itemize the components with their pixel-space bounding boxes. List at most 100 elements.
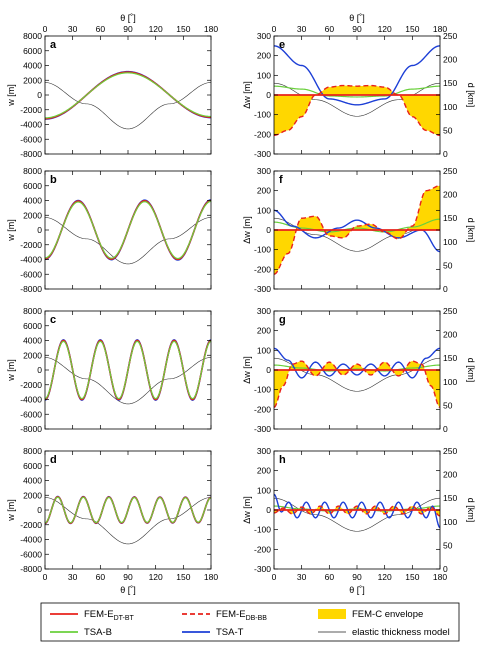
legend-label: FEM-EDT-BT (84, 609, 135, 622)
y-tick-label: -100 (254, 525, 271, 535)
y2-axis-label: d [km] (466, 83, 476, 108)
plot-area-g (274, 347, 440, 408)
legend-item-fem_e_dtbt: FEM-EDT-BT (50, 609, 135, 622)
panel-label-f: f (279, 174, 283, 186)
series-fem-e-dtbt (45, 71, 211, 120)
frame-a (44, 35, 212, 155)
series-tsa-b (45, 340, 211, 400)
plot-area-d (45, 495, 211, 545)
series-fem-e-dbbb (274, 84, 440, 137)
legend: FEM-EDT-BT FEM-EDB-BB FEM-C envelope TSA-B T… (40, 602, 460, 642)
y-tick-label: 200 (257, 466, 271, 476)
y2-tick-label: 50 (443, 400, 453, 410)
y-tick-label: 8000 (23, 166, 42, 176)
y-tick-label: 100 (257, 345, 271, 355)
legend-item-elastic: elastic thickness model (318, 627, 450, 638)
panel-label-e: e (279, 39, 285, 51)
y-tick-label: 0 (37, 365, 42, 375)
series-tsa-b (45, 496, 211, 524)
y2-tick-label: 250 (443, 446, 457, 456)
series-fem-e-dbbb (45, 71, 211, 120)
y-tick-label: -200 (254, 264, 271, 274)
y-tick-label: 4000 (23, 476, 42, 486)
y-tick-label: -200 (254, 129, 271, 139)
y-tick-label: 200 (257, 51, 271, 61)
y-axis-label: w [m] (6, 499, 16, 522)
fem-c-envelope (274, 361, 440, 408)
series-tsa-t (274, 493, 440, 529)
y-tick-label: 0 (37, 90, 42, 100)
y-tick-label: -2000 (20, 105, 42, 115)
x-tick-label-bottom: 120 (149, 572, 163, 582)
y-tick-label: 100 (257, 70, 271, 80)
y-tick-label: 0 (266, 505, 271, 515)
y2-tick-label: 100 (443, 237, 457, 247)
y-tick-label: -6000 (20, 269, 42, 279)
y2-tick-label: 100 (443, 377, 457, 387)
y2-tick-label: 150 (443, 353, 457, 363)
y-axis-label: Δw [m] (242, 81, 252, 109)
panel-label-h: h (279, 454, 286, 466)
y-tick-label: -200 (254, 404, 271, 414)
y-tick-label: -2000 (20, 240, 42, 250)
y2-tick-label: 0 (443, 424, 448, 434)
fem-c-envelope (274, 85, 440, 136)
y2-tick-label: 0 (443, 564, 448, 574)
y-tick-label: 200 (257, 326, 271, 336)
y-tick-label: 4000 (23, 196, 42, 206)
x-tick-label-top: 90 (123, 24, 133, 34)
y2-tick-label: 100 (443, 102, 457, 112)
x-tick-label-bottom: 60 (96, 572, 106, 582)
y-tick-label: 100 (257, 485, 271, 495)
y2-tick-label: 250 (443, 166, 457, 176)
y-tick-label: -8000 (20, 424, 42, 434)
panel-label-d: d (50, 454, 57, 466)
y2-tick-label: 200 (443, 330, 457, 340)
panel-d: d -8000 -6000 -4000 -2000 0 2000 4000 6000 8000 w … (6, 446, 218, 595)
x-tick-label-top: 90 (352, 24, 362, 34)
y-axis-label: Δw [m] (242, 216, 252, 244)
y-tick-label: 300 (257, 446, 271, 456)
y-tick-label: -6000 (20, 549, 42, 559)
legend-label: FEM-C envelope (352, 609, 423, 620)
y-axis-label: w [m] (6, 359, 16, 382)
elastic-thickness-line (45, 497, 211, 545)
y-tick-label: -8000 (20, 284, 42, 294)
series-tsa-t (274, 209, 440, 253)
y-tick-label: -200 (254, 544, 271, 554)
x-tick-label-bottom: 60 (325, 572, 335, 582)
x-tick-label-top: 120 (378, 24, 392, 34)
x-axis-label-bottom: θ [˚] (120, 585, 136, 595)
x-tick-label-top: 150 (405, 24, 419, 34)
elastic-thickness-line (45, 217, 211, 265)
series-tsa-t (45, 70, 211, 120)
x-axis-label-top: θ [˚] (120, 13, 136, 23)
panel-label-b: b (50, 174, 57, 186)
y-axis-label: Δw [m] (242, 496, 252, 524)
legend-item-fem_e_dbbb: FEM-EDB-BB (182, 609, 267, 622)
y2-axis-label: d [km] (466, 358, 476, 383)
series-tsa-b (274, 364, 440, 372)
panel-e: e-300-200-1000100200300050100150200250d … (242, 13, 476, 159)
y-tick-label: -4000 (20, 120, 42, 130)
y-tick-label: 0 (37, 505, 42, 515)
panel-h: h-300-200-1000100200300050100150200250d … (242, 446, 476, 595)
y2-tick-label: 50 (443, 260, 453, 270)
y2-tick-label: 150 (443, 493, 457, 503)
y-tick-label: -4000 (20, 535, 42, 545)
legend-box (40, 602, 460, 642)
y-tick-label: -300 (254, 284, 271, 294)
y-tick-label: -6000 (20, 409, 42, 419)
y2-tick-label: 200 (443, 190, 457, 200)
y-tick-label: -100 (254, 245, 271, 255)
y-axis-label: w [m] (6, 219, 16, 242)
y-tick-label: 6000 (23, 181, 42, 191)
y-tick-label: 4000 (23, 61, 42, 71)
x-tick-label-bottom: 180 (433, 572, 447, 582)
x-tick-label-top: 150 (176, 24, 190, 34)
y-tick-label: 2000 (23, 490, 42, 500)
panel-label-a: a (50, 39, 57, 51)
y-tick-label: 300 (257, 166, 271, 176)
y-tick-label: 2000 (23, 75, 42, 85)
x-tick-label-bottom: 150 (405, 572, 419, 582)
